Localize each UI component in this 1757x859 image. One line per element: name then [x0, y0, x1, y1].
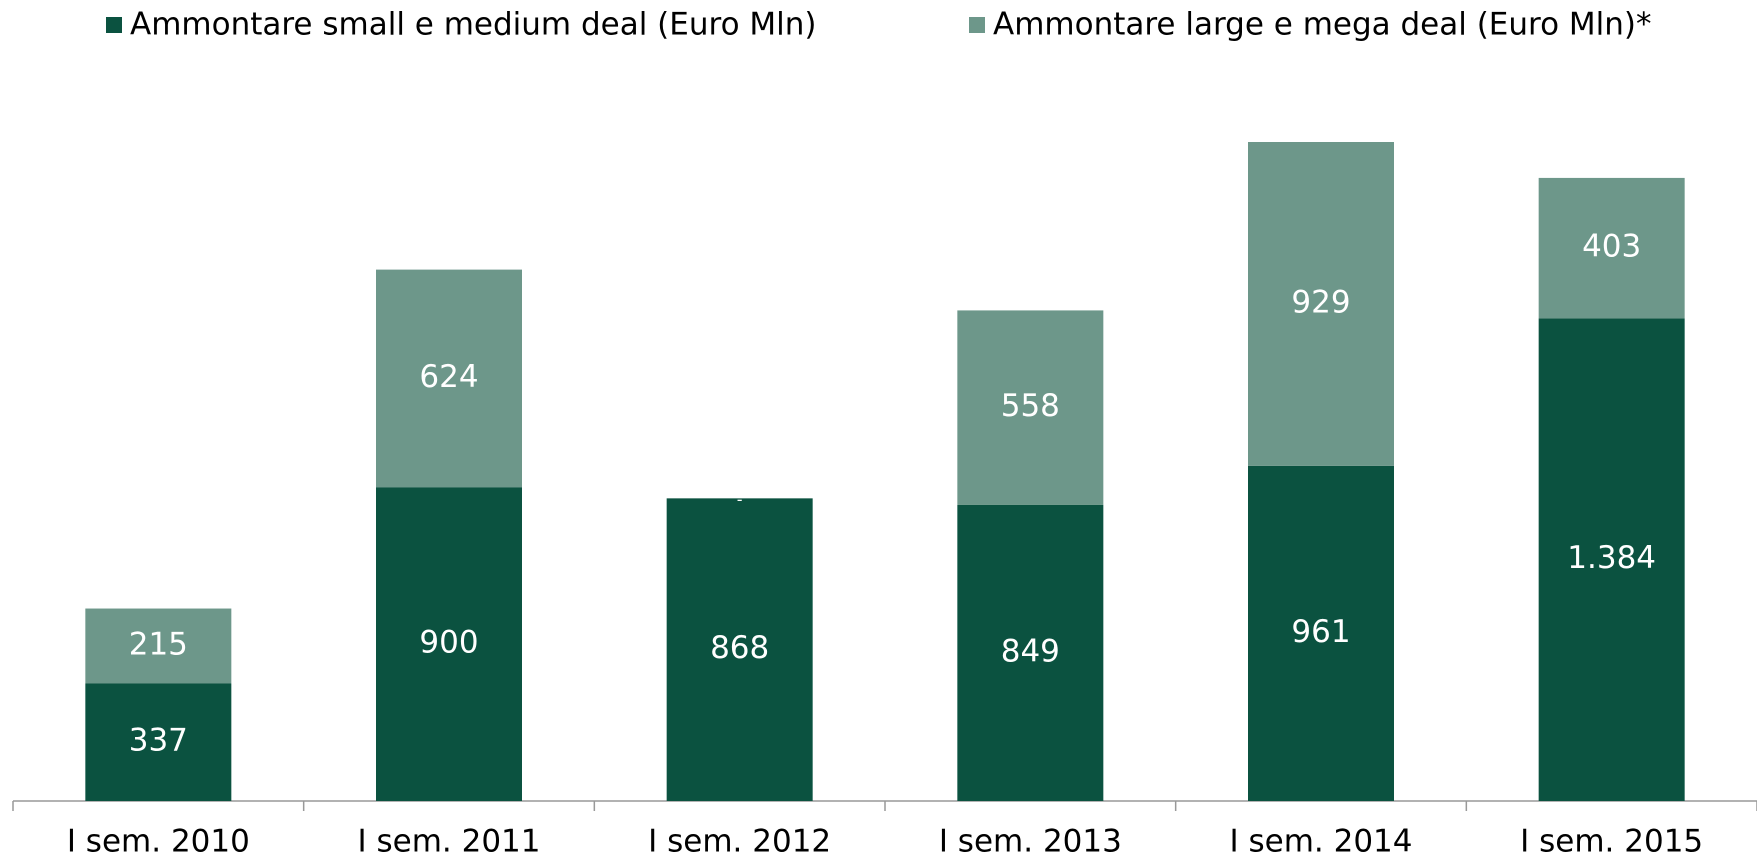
- bar-segment: [1248, 142, 1394, 466]
- x-tick-label: I sem. 2012: [648, 824, 831, 859]
- bar-segment: [666, 498, 813, 801]
- legend-swatch: [106, 17, 122, 33]
- x-tick-label: I sem. 2011: [357, 824, 540, 859]
- data-label: 868: [710, 630, 769, 666]
- legend-label: Ammontare small e medium deal (Euro Mln): [130, 7, 817, 43]
- x-tick-label: I sem. 2015: [1520, 824, 1703, 859]
- data-label: 558: [1001, 388, 1060, 424]
- data-label: 900: [419, 625, 478, 661]
- bar-segment: [85, 608, 232, 684]
- bar-segment: [376, 269, 522, 488]
- bar-segment: [1538, 177, 1685, 319]
- data-label: 961: [1291, 614, 1350, 650]
- bar-segment: [376, 487, 522, 801]
- data-label: 337: [129, 723, 188, 759]
- x-tick-label: I sem. 2014: [1229, 824, 1412, 859]
- bar-segment: [957, 310, 1104, 505]
- bar-segment: [85, 683, 232, 801]
- data-label: 403: [1582, 229, 1641, 265]
- legend-swatch: [969, 17, 985, 33]
- x-tick-label: I sem. 2013: [939, 824, 1122, 859]
- bar-segment: [957, 504, 1104, 801]
- x-tick-label: I sem. 2010: [67, 824, 250, 859]
- bar-segment: [1538, 318, 1685, 801]
- data-label: 849: [1001, 633, 1060, 669]
- data-label: -: [737, 490, 743, 509]
- legend-label: Ammontare large e mega deal (Euro Mln)*: [993, 7, 1652, 43]
- data-label: 929: [1291, 284, 1350, 320]
- bar-segment: [1248, 465, 1394, 801]
- data-label: 215: [129, 627, 188, 663]
- data-label: 624: [419, 359, 478, 395]
- data-label: 1.384: [1567, 540, 1656, 576]
